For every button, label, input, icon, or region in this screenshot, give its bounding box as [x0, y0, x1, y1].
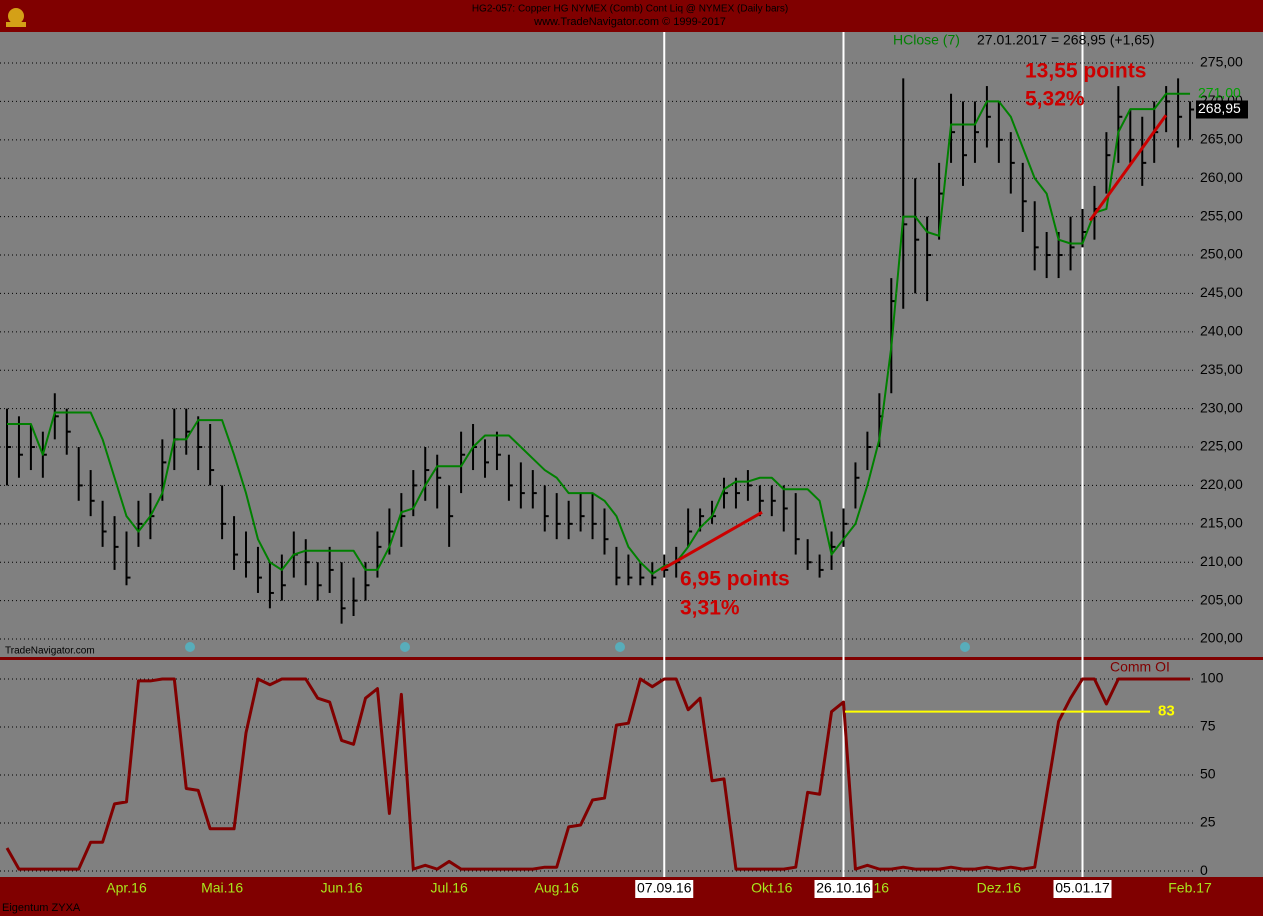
x-tick-highlight — [635, 880, 694, 898]
series-line — [7, 92, 1191, 575]
watermark: TradeNavigator.com — [5, 646, 95, 657]
x-tick-label: 07.09.16 — [637, 880, 692, 896]
y-tick-label: 50 — [1200, 766, 1216, 782]
y-tick-label: 265,00 — [1200, 131, 1243, 147]
panel-title: Comm OI — [1110, 659, 1170, 675]
last-label: 268,95 — [1198, 100, 1241, 116]
x-tick-highlight — [1053, 880, 1112, 898]
y-tick-label: 210,00 — [1200, 553, 1243, 569]
x-tick-label: Feb.17 — [1168, 880, 1212, 896]
y-tick-label: 245,00 — [1200, 284, 1243, 300]
x-tick-label: Jul.16 — [430, 880, 468, 896]
x-tick-label: Aug.16 — [535, 880, 580, 896]
y-tick-label: 240,00 — [1200, 323, 1243, 339]
annotation: 6,95 points — [680, 568, 790, 591]
event-markers — [185, 642, 970, 652]
last-label: 271,00 — [1198, 84, 1241, 100]
x-tick-label: Apr.16 — [106, 880, 147, 896]
annotation: 13,55 points — [1025, 60, 1146, 83]
chart-subtitle: www.TradeNavigator.com © 1999-2017 — [533, 16, 726, 28]
chart-title: HG2-057: Copper HG NYMEX (Comb) Cont Liq… — [472, 4, 788, 15]
quote: 27.01.2017 = 268,95 (+1,65) — [977, 32, 1154, 48]
trend-line — [1088, 114, 1168, 222]
annotation: 5,32% — [1025, 88, 1085, 111]
legend-entry: HClose (7) — [893, 32, 960, 48]
logo — [6, 8, 26, 27]
last-label-bg — [1196, 100, 1248, 119]
trend-line — [660, 511, 763, 572]
y-tick-label: 260,00 — [1200, 169, 1243, 185]
x-tick-label: Mai.16 — [201, 880, 243, 896]
y-tick-label: 275,00 — [1200, 54, 1243, 70]
x-tick-highlight — [814, 880, 873, 898]
y-tick-label: 255,00 — [1200, 207, 1243, 223]
y-tick-label: 205,00 — [1200, 591, 1243, 607]
series-line — [5, 677, 1191, 871]
y-tick-label: 100 — [1200, 670, 1224, 686]
y-tick-label: 200,00 — [1200, 630, 1243, 646]
x-tick-label: Okt.16 — [751, 880, 792, 896]
y-tick-label: 215,00 — [1200, 515, 1243, 531]
oi-panel — [0, 660, 1263, 877]
reference-label: 83 — [1158, 703, 1175, 720]
x-tick-label: 05.01.17 — [1055, 880, 1110, 896]
price-panel — [0, 32, 1263, 657]
x-tick-label: 26.10.16 — [816, 880, 871, 896]
y-tick-label: 250,00 — [1200, 246, 1243, 262]
y-tick-label: 0 — [1200, 862, 1208, 878]
annotation: 3,31% — [680, 597, 740, 620]
footer: Eigentum ZYXA — [2, 902, 81, 914]
y-tick-label: 225,00 — [1200, 438, 1243, 454]
y-tick-label: 25 — [1200, 814, 1216, 830]
x-tick-label: Dez.16 — [977, 880, 1022, 896]
y-tick-label: 220,00 — [1200, 476, 1243, 492]
y-tick-label: 235,00 — [1200, 361, 1243, 377]
x-tick-label: Jun.16 — [321, 880, 363, 896]
y-tick-label: 75 — [1200, 718, 1216, 734]
y-tick-label: 230,00 — [1200, 399, 1243, 415]
